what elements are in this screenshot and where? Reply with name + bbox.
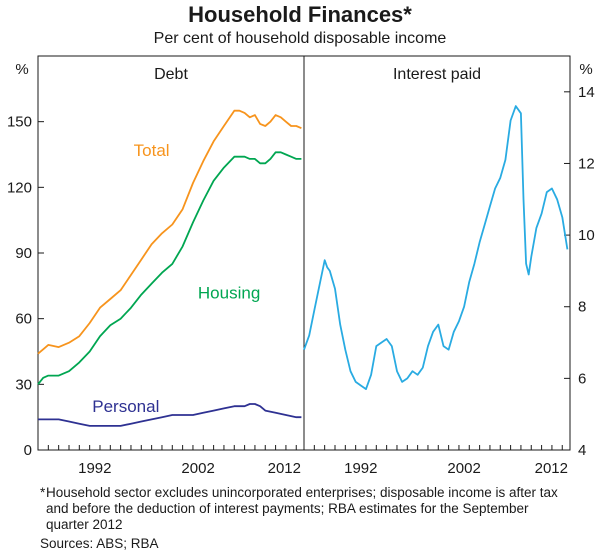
right-x-tick-label: 2012 <box>535 460 568 477</box>
series-label-housing: Housing <box>198 283 260 302</box>
series-label-personal: Personal <box>92 397 159 416</box>
panel-title-debt: Debt <box>154 66 188 83</box>
right-x-tick-label: 2002 <box>447 460 480 477</box>
sources-text: Sources: ABS; RBA <box>40 536 159 551</box>
series-line-total <box>37 109 302 355</box>
panel-title-interest: Interest paid <box>393 66 481 83</box>
right-y-tick-label: 6 <box>578 370 586 387</box>
footnote-marker: * <box>40 485 46 500</box>
right-y-tick-label: 8 <box>578 299 586 316</box>
right-y-tick-label: 14 <box>578 84 595 101</box>
left-y-tick-label: 60 <box>15 311 32 328</box>
series-line-housing <box>37 151 302 385</box>
left-unit-label: % <box>15 61 28 78</box>
right-y-tick-label: 10 <box>578 227 595 244</box>
chart-title: Household Finances* <box>188 2 412 27</box>
right-x-tick-label: 1992 <box>344 460 377 477</box>
left-y-tick-label: 0 <box>24 442 32 459</box>
left-y-tick-label: 150 <box>7 114 32 131</box>
right-unit-label: % <box>579 61 592 78</box>
left-y-tick-label: 90 <box>15 245 32 262</box>
left-y-tick-label: 30 <box>15 376 32 393</box>
series-label-total: Total <box>134 141 170 160</box>
left-x-tick-label: 1992 <box>78 460 111 477</box>
chart-subtitle: Per cent of household disposable income <box>153 30 447 47</box>
left-x-tick-label: 2002 <box>181 460 214 477</box>
footnote-text: Household sector excludes unincorporated… <box>46 485 558 532</box>
right-y-tick-label: 4 <box>578 442 586 459</box>
series-line-interest <box>303 105 569 390</box>
left-y-tick-label: 120 <box>7 179 32 196</box>
left-x-tick-label: 2012 <box>268 460 301 477</box>
series-line-personal <box>38 403 302 427</box>
right-y-tick-label: 12 <box>578 155 595 172</box>
